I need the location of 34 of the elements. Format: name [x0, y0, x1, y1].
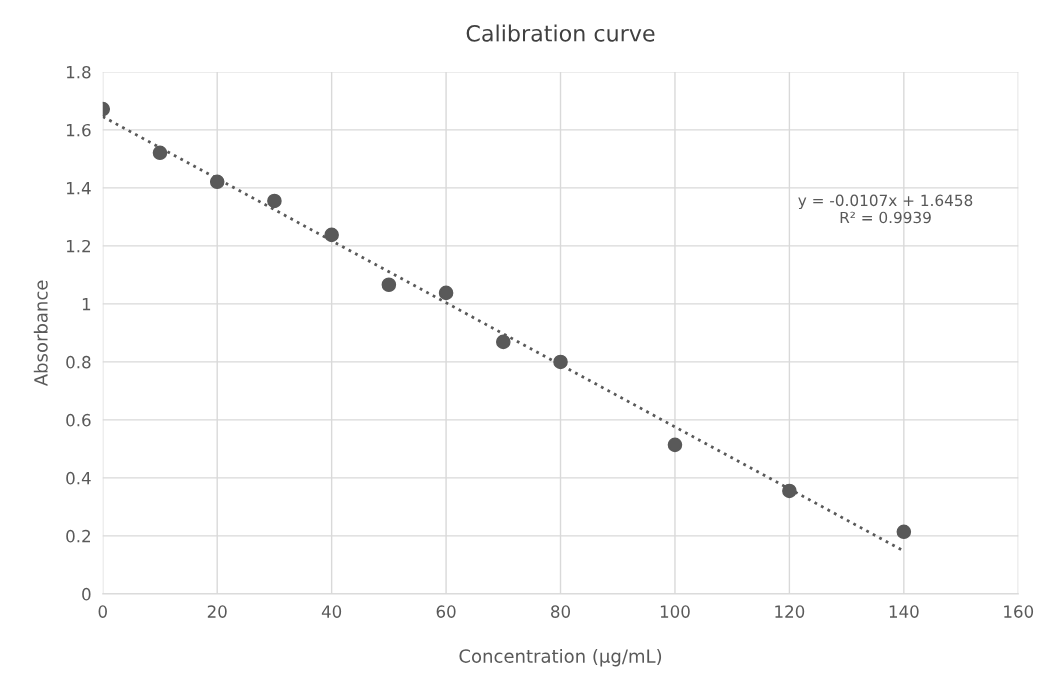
y-tick-label: 0.2: [66, 529, 90, 543]
point: [496, 334, 511, 350]
point: [267, 193, 282, 209]
x-tick-label: 140: [889, 605, 919, 618]
y-tick-label: 1.6: [66, 123, 91, 137]
x-tick-label: 60: [436, 605, 456, 618]
y-tick-label: 1.8: [66, 65, 91, 79]
y-axis-title: Absorbance: [33, 280, 48, 387]
point: [896, 524, 912, 540]
annotation: y = -0.0107x + 1.6458 R² = 0.9939: [798, 194, 973, 224]
y-tick-label: 0: [82, 587, 91, 601]
x-tick-label: 100: [660, 605, 690, 618]
point: [324, 227, 339, 243]
point: [553, 354, 568, 370]
point: [782, 483, 797, 499]
x-tick-label: 80: [551, 605, 571, 618]
x-tick-label: 40: [321, 605, 342, 618]
x-tick-label: 0: [98, 605, 107, 618]
x-tick-label: 120: [775, 605, 805, 618]
y-tick-label: 1: [82, 298, 91, 311]
point: [667, 437, 683, 453]
y-tick-label: 1.4: [66, 182, 91, 195]
x-axis-title: Concentration (µg/mL): [459, 648, 662, 667]
point: [438, 285, 454, 301]
y-tick-label: 0.6: [66, 413, 91, 427]
point: [209, 174, 225, 190]
y-tick-label: 0.8: [66, 355, 91, 369]
chart-title: Calibration curve: [466, 24, 655, 42]
x-tick-label: 20: [207, 605, 227, 618]
x-tick-label: 160: [1004, 605, 1034, 618]
point: [381, 277, 397, 293]
point: [152, 145, 168, 161]
y-tick-label: 0.4: [66, 471, 91, 485]
y-tick-label: 1.2: [66, 239, 90, 253]
